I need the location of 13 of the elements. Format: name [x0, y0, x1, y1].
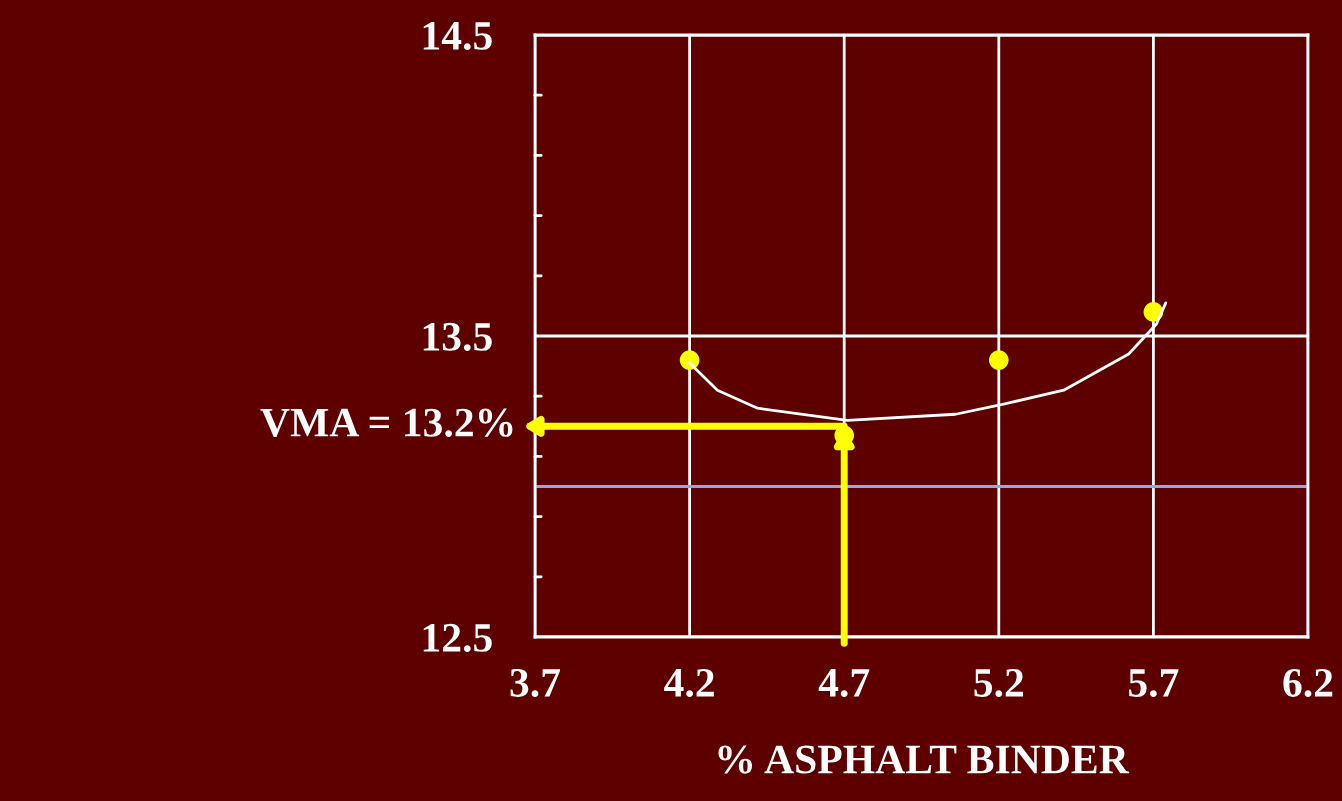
- x-tick-label: 4.7: [818, 669, 870, 698]
- y-tick-label: 14.5: [423, 21, 492, 51]
- point: [988, 350, 1009, 370]
- x-tick-label: 5.2: [974, 668, 1024, 698]
- x-tick-label: 4.2: [664, 668, 714, 698]
- point: [679, 350, 700, 370]
- x-tick-label: 6.2: [1283, 668, 1333, 698]
- y-tick-label: 13.5: [423, 322, 492, 352]
- x-tick-label: 5.7: [1129, 669, 1179, 698]
- x-tick-label: 3.7: [510, 668, 561, 698]
- x-axis-title: % ASPHALT BINDER: [718, 745, 1130, 774]
- annotation: VMA = 13.2%: [260, 408, 513, 437]
- y-tick-label: 12.5: [423, 623, 492, 653]
